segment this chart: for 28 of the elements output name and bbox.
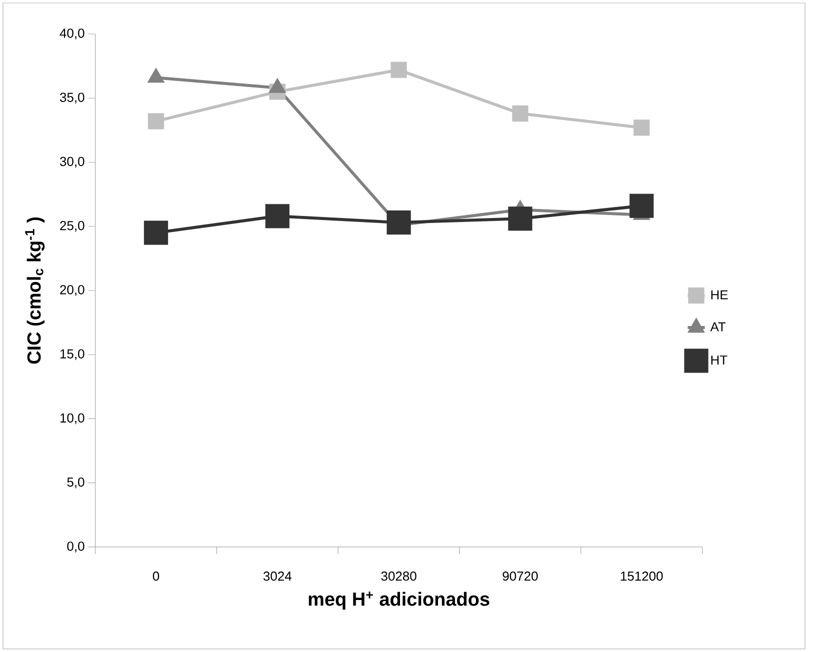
y-axis-title: CIC (cmol$_{c}$ kg$^{-1}$ ) (25, 217, 45, 364)
point (508, 206, 532, 231)
point (512, 105, 528, 122)
x-tick-label: 90720 (502, 572, 538, 581)
point (148, 113, 164, 130)
legend-label: AT (710, 322, 726, 332)
x-tick-label: 0 (152, 572, 160, 581)
y-tick-label: 35,0 (60, 92, 84, 104)
x-axis-title: meq H$^{+}$ adicionados (308, 592, 490, 610)
y-tick-label: 40,0 (60, 28, 84, 40)
legend-label: HE (711, 290, 728, 300)
point (390, 62, 407, 78)
y-tick-label: 5,0 (67, 477, 84, 488)
y-tick-label: 25,0 (60, 220, 84, 232)
point (386, 210, 411, 235)
y-tick-label: 0,0 (67, 542, 84, 552)
y-tick-label: 20,0 (60, 285, 84, 296)
y-tick-label: 15,0 (60, 349, 84, 360)
y-tick-label: 30,0 (60, 156, 84, 168)
x-tick-label: 30280 (381, 572, 416, 581)
legend-label: HT (711, 356, 728, 365)
y-tick-label: 10,0 (60, 413, 84, 424)
point (265, 204, 290, 228)
point (144, 220, 168, 245)
x-tick-label: 151200 (620, 572, 663, 581)
point (630, 194, 654, 218)
x-tick-label: 3024 (263, 572, 292, 581)
point (634, 120, 650, 136)
